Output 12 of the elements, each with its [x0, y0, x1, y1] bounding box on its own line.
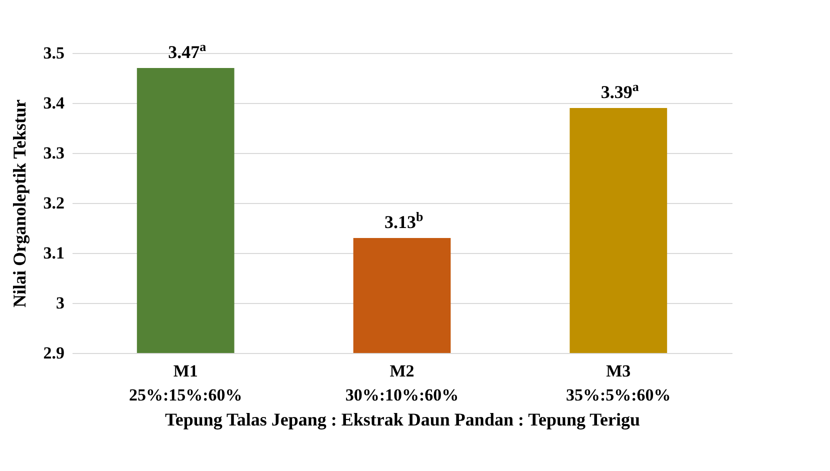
x-tick-label: M3 35%:5%:60%	[566, 362, 671, 404]
x-axis-title: Tepung Talas Jepang : Ekstrak Daun Pandan : Tepung Terigu	[164, 410, 640, 430]
y-tick-label: 3.4	[43, 94, 65, 112]
y-tick-label: 3.2	[43, 194, 64, 212]
x-tick-label: M2 30%:10%:60%	[345, 362, 459, 404]
y-tick-label: 3.1	[43, 244, 64, 262]
y-tick-label: 3.5	[43, 44, 64, 62]
y-tick-label: 3	[56, 294, 64, 312]
x-tick-label: M1 25%:15%:60%	[128, 362, 242, 404]
y-axis-title: Nilai Organoleptik Tekstur	[9, 99, 30, 308]
y-tick-label: 3.3	[43, 144, 64, 162]
y-tick-label: 2.9	[43, 344, 64, 362]
